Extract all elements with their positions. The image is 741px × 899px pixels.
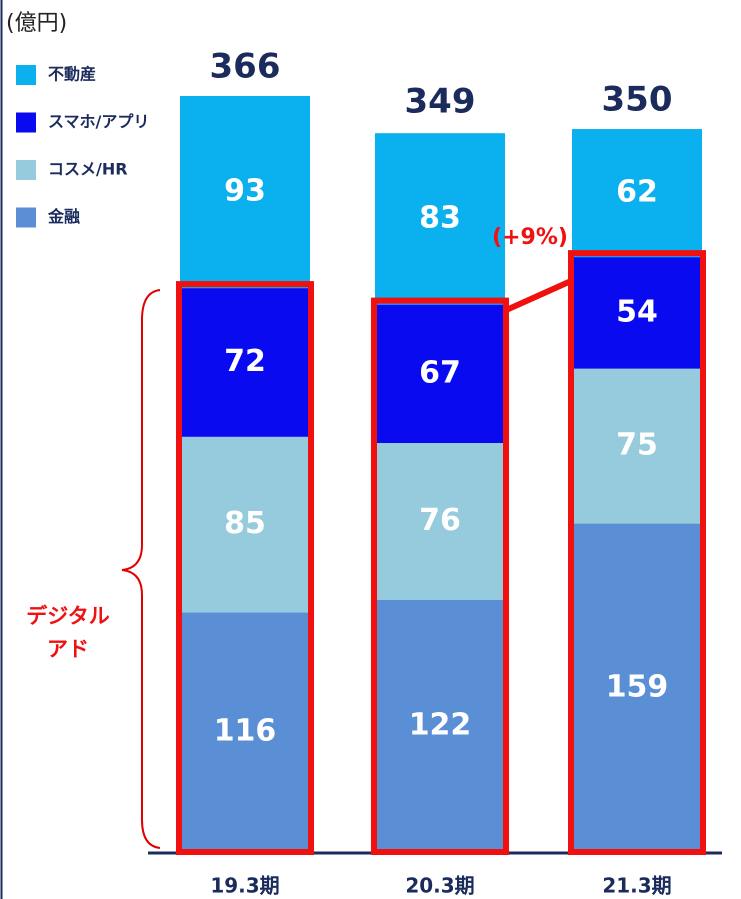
- bar-segment: [572, 129, 702, 258]
- segment-label: 159: [606, 669, 669, 704]
- total-label: 350: [602, 80, 673, 120]
- legend-swatch: [16, 160, 36, 180]
- bar-segment: [572, 368, 702, 524]
- segment-label: 67: [419, 355, 461, 390]
- segment-label: 76: [419, 503, 461, 538]
- bar-segment: [180, 288, 310, 437]
- legend-swatch: [16, 65, 36, 85]
- x-tick-label: 21.3期: [602, 874, 671, 898]
- legend-label: 不動産: [48, 65, 96, 84]
- legend-swatch: [16, 207, 36, 228]
- segment-label: 54: [616, 294, 658, 329]
- bar-segment: [180, 612, 310, 852]
- bar-segment: [375, 600, 505, 852]
- segment-label: 75: [616, 428, 658, 463]
- bar-segment: [180, 436, 310, 613]
- segment-label: 122: [409, 708, 472, 743]
- legend-label: 金融: [47, 207, 80, 226]
- legend-label: コスメ/HR: [48, 160, 128, 179]
- bar-segment: [375, 443, 505, 600]
- segment-label: 83: [419, 200, 461, 235]
- segment-label: 116: [214, 714, 277, 749]
- highlight-box: [371, 297, 509, 856]
- legend-label: スマホ/アプリ: [48, 112, 149, 131]
- total-label: 366: [210, 47, 281, 87]
- bar-segment: [375, 304, 505, 444]
- bracket: [121, 289, 161, 849]
- total-label: 349: [405, 82, 476, 122]
- bar-segment: [375, 133, 505, 305]
- x-tick-label: 20.3期: [405, 874, 474, 898]
- unit-label: (億円): [6, 11, 67, 36]
- segment-label: 72: [224, 344, 266, 379]
- growth-label: (+9%): [492, 225, 568, 250]
- bar-segment: [572, 257, 702, 369]
- segment-label: 93: [224, 174, 266, 209]
- bar-segment: [180, 96, 310, 289]
- highlight-box: [176, 281, 314, 855]
- segment-label: 62: [616, 175, 658, 210]
- bracket-label: アド: [47, 637, 89, 661]
- x-tick-label: 19.3期: [210, 874, 279, 898]
- legend-swatch: [16, 112, 36, 133]
- segment-label: 85: [224, 506, 266, 541]
- highlight-box: [568, 250, 706, 856]
- bracket-label: デジタル: [26, 604, 110, 628]
- bar-segment: [572, 523, 702, 852]
